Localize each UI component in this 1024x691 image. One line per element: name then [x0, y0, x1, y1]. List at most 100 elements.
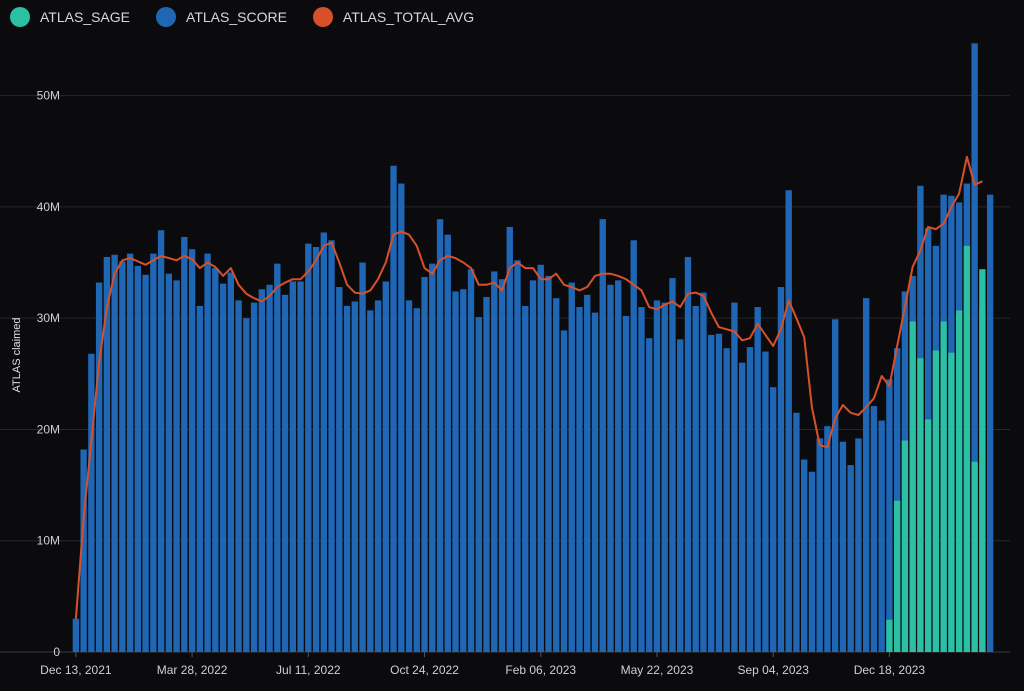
bar-atlas-score — [297, 281, 304, 652]
bar-atlas-sage — [948, 352, 955, 652]
bar-atlas-score — [351, 301, 358, 652]
bar-atlas-score — [847, 465, 854, 652]
bar-atlas-score — [615, 280, 622, 652]
bar-atlas-score — [715, 333, 723, 652]
bar-atlas-score — [250, 302, 258, 652]
bar-atlas-score — [630, 240, 637, 653]
bar-atlas-score — [227, 272, 235, 652]
bar-atlas-score — [684, 256, 692, 652]
bar-atlas-score — [483, 297, 490, 652]
bar-atlas-score — [398, 183, 405, 653]
bar-atlas-score — [855, 438, 862, 652]
bars — [72, 43, 994, 653]
bar-atlas-score — [119, 261, 126, 652]
bar-atlas-score — [824, 426, 831, 652]
bar-atlas-score — [723, 348, 730, 652]
legend-label-atlas-total-avg: ATLAS_TOTAL_AVG — [342, 9, 475, 25]
bar-atlas-score — [986, 194, 994, 652]
bar-atlas-score — [870, 406, 878, 652]
legend-item-atlas-score[interactable]: ATLAS_SCORE — [156, 7, 287, 27]
bar-atlas-score — [498, 279, 506, 652]
bar-atlas-score — [646, 338, 653, 652]
bar-atlas-score — [413, 308, 420, 652]
bar-atlas-score — [971, 43, 978, 652]
legend-item-atlas-sage[interactable]: ATLAS_SAGE — [10, 7, 130, 27]
bar-atlas-score — [173, 280, 180, 652]
bar-atlas-score — [793, 412, 800, 652]
bar-atlas-score — [142, 274, 149, 652]
legend: ATLAS_SAGE ATLAS_SCORE ATLAS_TOTAL_AVG — [10, 7, 474, 27]
bar-atlas-score — [235, 300, 242, 652]
legend-label-atlas-score: ATLAS_SCORE — [186, 9, 287, 25]
bar-atlas-sage — [924, 419, 932, 652]
bar-atlas-sage — [963, 245, 971, 652]
bar-atlas-score — [95, 282, 103, 652]
bar-atlas-sage — [940, 321, 947, 652]
bar-atlas-score — [708, 334, 715, 652]
x-axis: Dec 13, 2021 Mar 28, 2022 Jul 11, 2022 Oct … — [40, 652, 925, 677]
bar-atlas-score — [126, 253, 134, 653]
bar-atlas-score — [243, 318, 250, 652]
bar-atlas-score — [204, 253, 211, 653]
x-tick-label: Dec 13, 2021 — [40, 663, 112, 677]
y-axis-label: ATLAS claimed — [11, 318, 23, 393]
bar-atlas-score — [289, 281, 296, 652]
bar-atlas-score — [219, 283, 227, 652]
bar-atlas-score — [638, 307, 645, 652]
bar-atlas-score — [653, 300, 661, 652]
legend-item-atlas-total-avg[interactable]: ATLAS_TOTAL_AVG — [312, 7, 475, 27]
y-tick-label: 0 — [53, 645, 60, 659]
bar-atlas-score — [374, 300, 382, 652]
bar-atlas-score — [839, 441, 847, 652]
bar-atlas-score — [862, 298, 870, 652]
bar-atlas-score — [258, 289, 266, 652]
bar-atlas-score — [514, 260, 521, 652]
bar-atlas-score — [584, 294, 591, 652]
bar-atlas-score — [622, 315, 630, 652]
bar-atlas-score — [429, 263, 436, 652]
bar-atlas-score — [591, 312, 599, 652]
bar-atlas-score — [785, 190, 792, 652]
bar-atlas-score — [266, 284, 273, 652]
bar-atlas-score — [762, 351, 769, 652]
bar-atlas-score — [607, 284, 614, 652]
bar-atlas-sage — [886, 619, 893, 652]
bar-atlas-score — [421, 277, 428, 652]
bar-atlas-sage — [979, 269, 986, 652]
legend-swatch-atlas-sage — [10, 7, 30, 27]
bar-atlas-score — [754, 307, 761, 652]
bar-atlas-score — [134, 265, 142, 652]
bar-atlas-score — [80, 449, 87, 652]
bar-atlas-score — [157, 230, 165, 652]
bar-atlas-score — [553, 298, 560, 652]
bar-atlas-score — [816, 438, 823, 652]
bar-atlas-score — [475, 317, 482, 652]
bar-atlas-sage — [971, 461, 978, 652]
bar-atlas-score — [661, 302, 668, 652]
x-tick-label: Feb 06, 2023 — [505, 663, 576, 677]
bar-atlas-sage — [932, 350, 940, 652]
bar-atlas-score — [506, 226, 513, 653]
x-tick-label: Oct 24, 2022 — [390, 663, 459, 677]
bar-atlas-score — [88, 353, 95, 652]
bar-atlas-score — [770, 387, 777, 652]
bar-atlas-score — [878, 420, 885, 652]
legend-swatch-atlas-total-avg — [312, 7, 333, 27]
line-atlas-total-avg — [74, 155, 983, 619]
bar-atlas-sage — [893, 500, 901, 652]
bar-atlas-score — [390, 165, 397, 653]
y-axis: 0 10M 20M 30M 40M 50M — [37, 89, 61, 659]
bar-atlas-score — [320, 232, 327, 652]
bar-atlas-sage — [955, 310, 963, 652]
bar-atlas-score — [111, 254, 118, 653]
x-tick-label: May 22, 2023 — [621, 663, 694, 677]
bar-atlas-score — [405, 300, 413, 652]
bar-atlas-score — [599, 219, 606, 652]
bar-atlas-score — [460, 289, 467, 652]
bar-atlas-score — [274, 263, 281, 652]
bar-atlas-score — [72, 618, 80, 652]
bar-atlas-sage — [909, 321, 916, 652]
bar-atlas-score — [568, 282, 575, 652]
